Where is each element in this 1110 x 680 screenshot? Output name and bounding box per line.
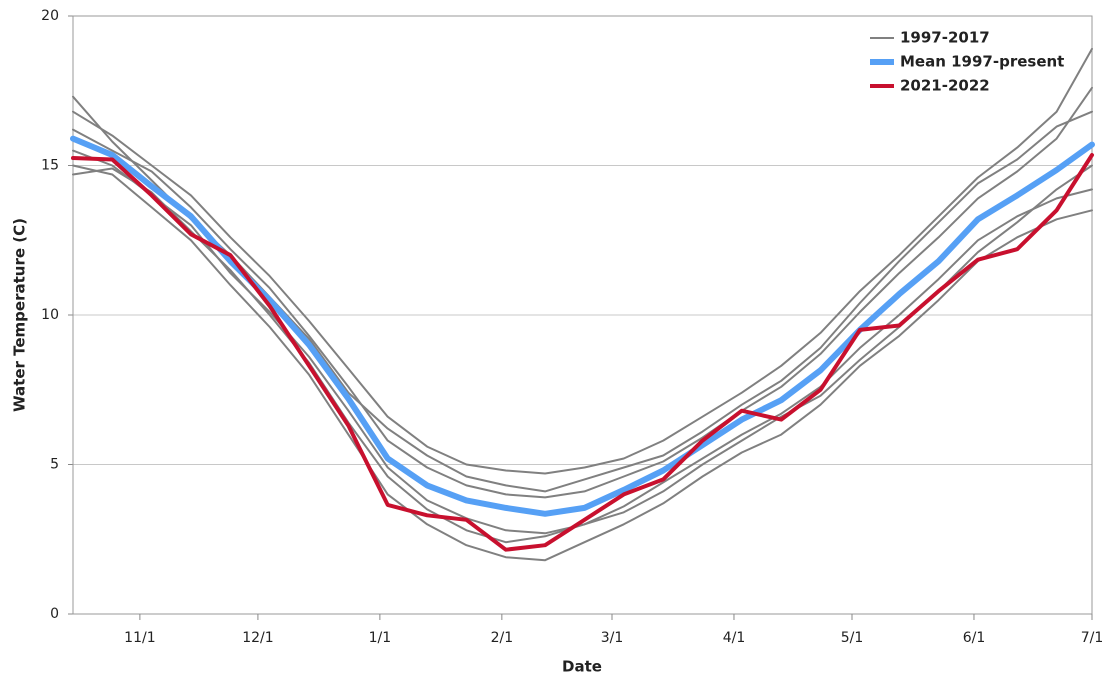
y-tick-label: 15 xyxy=(41,158,59,174)
legend-label: 2021-2022 xyxy=(900,77,990,95)
legend-label: Mean 1997-present xyxy=(900,53,1064,71)
x-tick-label: 3/1 xyxy=(601,630,624,646)
series-line xyxy=(72,164,1093,562)
x-tick-label: 5/1 xyxy=(841,630,864,646)
x-tick-label: 2/1 xyxy=(491,630,514,646)
series-line xyxy=(72,149,1093,535)
plot-frame xyxy=(72,15,1093,615)
x-tick-label: 1/1 xyxy=(369,630,392,646)
series-line xyxy=(70,135,1095,517)
series-line xyxy=(71,153,1094,552)
y-axis-title: Water Temperature (C) xyxy=(11,218,29,412)
series-line xyxy=(72,47,1093,475)
x-tick-label: 11/1 xyxy=(124,630,155,646)
legend-label: 1997-2017 xyxy=(900,29,990,47)
y-tick-label: 20 xyxy=(41,8,59,24)
series-line xyxy=(72,86,1093,499)
y-tick-label: 10 xyxy=(41,307,59,323)
y-tick-label: 0 xyxy=(50,606,59,622)
series-line xyxy=(72,95,1093,493)
x-tick-label: 4/1 xyxy=(723,630,746,646)
x-tick-label: 6/1 xyxy=(963,630,986,646)
x-tick-label: 7/1 xyxy=(1081,630,1104,646)
x-tick-label: 12/1 xyxy=(242,630,273,646)
y-tick-label: 5 xyxy=(50,457,59,473)
x-axis-title: Date xyxy=(562,658,602,676)
